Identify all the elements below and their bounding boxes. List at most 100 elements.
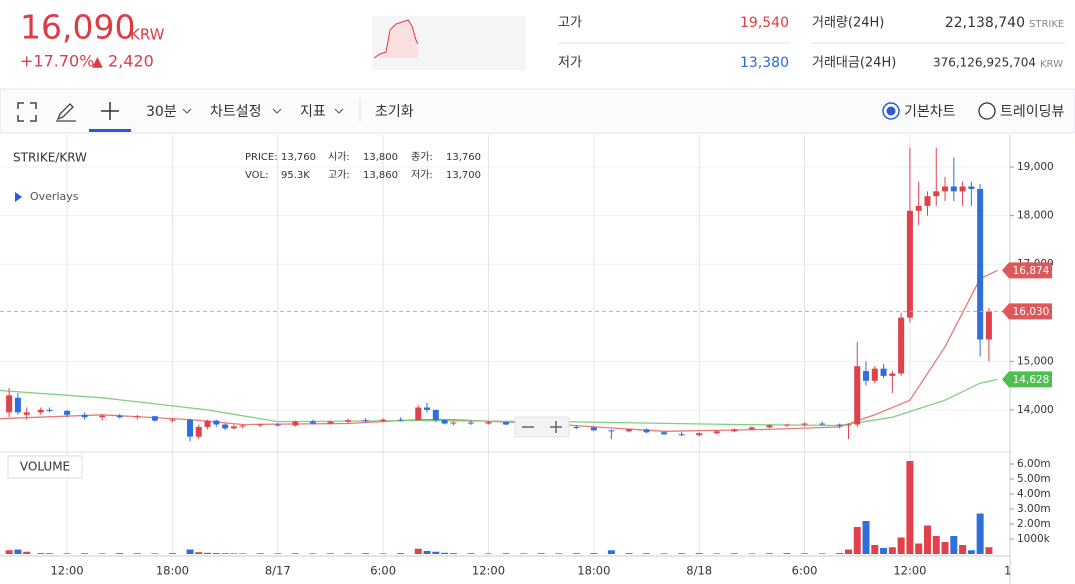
candle-body bbox=[274, 424, 281, 426]
radio[interactable] bbox=[978, 102, 996, 120]
volume-bar bbox=[888, 547, 896, 554]
volume-bar bbox=[63, 553, 71, 554]
menu-item[interactable]: 초기화 bbox=[375, 104, 414, 120]
candle-body bbox=[959, 186, 966, 192]
candle-body bbox=[933, 191, 940, 197]
x-tick-label: 6:00 bbox=[370, 564, 396, 578]
volume-bar bbox=[186, 549, 194, 554]
volume-bar bbox=[239, 553, 247, 554]
candle-body bbox=[46, 409, 53, 411]
ma-line bbox=[0, 269, 998, 432]
price-tag bbox=[1002, 262, 1052, 279]
menu-item[interactable]: 차트설정 bbox=[210, 104, 262, 120]
volume-bar bbox=[344, 553, 352, 554]
view-option[interactable]: 트레이딩뷰 bbox=[1000, 104, 1065, 120]
volume-bar bbox=[230, 553, 238, 554]
x-tick-label: 12:00 bbox=[472, 564, 505, 578]
volume-bar bbox=[590, 553, 598, 554]
candle-body bbox=[327, 421, 334, 424]
volume-tick-label: 3.00m bbox=[1017, 503, 1051, 515]
stat-unit: KRW bbox=[1040, 59, 1063, 70]
menu-item[interactable]: 지표 bbox=[300, 104, 326, 120]
candle-body bbox=[467, 422, 474, 424]
chevron bbox=[272, 108, 282, 114]
radio-dot bbox=[886, 106, 896, 116]
candle-body bbox=[977, 188, 984, 340]
chevron bbox=[182, 108, 192, 114]
candle-body bbox=[485, 422, 492, 424]
sparkline-area bbox=[374, 20, 418, 58]
overlays-toggle[interactable]: Overlays bbox=[30, 190, 79, 203]
field-label: 종가: bbox=[411, 151, 433, 163]
stat-value: 13,380 bbox=[740, 55, 789, 71]
crosshair-icon[interactable] bbox=[101, 102, 119, 120]
candle-body bbox=[380, 419, 387, 422]
volume-bar bbox=[643, 553, 651, 554]
candle-body bbox=[863, 371, 870, 381]
volume-bar bbox=[906, 461, 914, 554]
stat-label: 고가 bbox=[558, 16, 582, 31]
candle-body bbox=[292, 421, 299, 426]
candle-body bbox=[678, 434, 685, 436]
volume-bar bbox=[959, 545, 967, 554]
field-value: 13,760 bbox=[446, 152, 481, 163]
candle-body bbox=[309, 421, 316, 424]
field-label: VOL: bbox=[245, 170, 268, 181]
overlays-arrow[interactable] bbox=[15, 192, 22, 202]
candle-body bbox=[441, 420, 448, 424]
stat-label: 거래대금(24H) bbox=[812, 56, 896, 71]
price-tag bbox=[1002, 303, 1052, 320]
stat-label: 거래량(24H) bbox=[812, 16, 884, 31]
candle-body bbox=[230, 426, 237, 429]
volume-bar bbox=[151, 553, 159, 554]
view-option[interactable]: 기본차트 bbox=[904, 104, 956, 120]
candle-body bbox=[64, 410, 71, 415]
volume-bar bbox=[168, 553, 176, 554]
candle-body bbox=[432, 409, 439, 421]
candle-body bbox=[239, 425, 246, 427]
volume-bar bbox=[116, 553, 124, 554]
volume-bar bbox=[765, 553, 773, 554]
volume-bar bbox=[801, 553, 809, 554]
volume-bar bbox=[695, 553, 703, 554]
candle-body bbox=[942, 186, 949, 192]
candle-body bbox=[889, 373, 896, 376]
candle-body bbox=[845, 424, 852, 426]
candle-body bbox=[748, 427, 755, 430]
candle-body bbox=[23, 412, 30, 415]
candle-body bbox=[924, 196, 931, 206]
y-tick-label: 19,000 bbox=[1017, 161, 1054, 173]
volume-bar bbox=[5, 550, 13, 554]
volume-bar bbox=[520, 553, 528, 554]
candle-body bbox=[37, 409, 44, 413]
volume-bar bbox=[484, 553, 492, 554]
volume-bar bbox=[274, 553, 282, 554]
fullscreen-icon[interactable] bbox=[17, 102, 37, 122]
y-tick-label: 18,000 bbox=[1017, 210, 1054, 222]
candle-body bbox=[99, 415, 106, 418]
candle-body bbox=[424, 407, 431, 410]
candle-body bbox=[362, 420, 369, 422]
zoom-in[interactable] bbox=[550, 421, 562, 433]
volume-bar bbox=[414, 548, 422, 554]
candle-body bbox=[151, 416, 158, 421]
candle-body bbox=[854, 366, 861, 425]
volume-bar bbox=[221, 553, 229, 554]
candle-body bbox=[643, 429, 650, 433]
x-tick-label: 12:00 bbox=[50, 564, 83, 578]
interval-select[interactable]: 30분 bbox=[146, 104, 177, 120]
price-tag-label: 16,030 bbox=[1013, 306, 1050, 318]
draw-icon[interactable] bbox=[56, 103, 76, 122]
candle-body bbox=[116, 415, 123, 418]
currency: KRW bbox=[130, 26, 165, 44]
candle-body bbox=[985, 311, 992, 340]
candle-body bbox=[134, 416, 141, 418]
candle-body bbox=[222, 424, 229, 429]
volume-bar bbox=[326, 553, 334, 554]
volume-bar bbox=[950, 536, 958, 554]
field-label: PRICE: bbox=[245, 152, 278, 163]
candle-body bbox=[801, 423, 808, 425]
volume-bar bbox=[818, 553, 826, 554]
change-rate: +17.70% bbox=[20, 52, 94, 71]
volume-bar bbox=[844, 549, 852, 554]
